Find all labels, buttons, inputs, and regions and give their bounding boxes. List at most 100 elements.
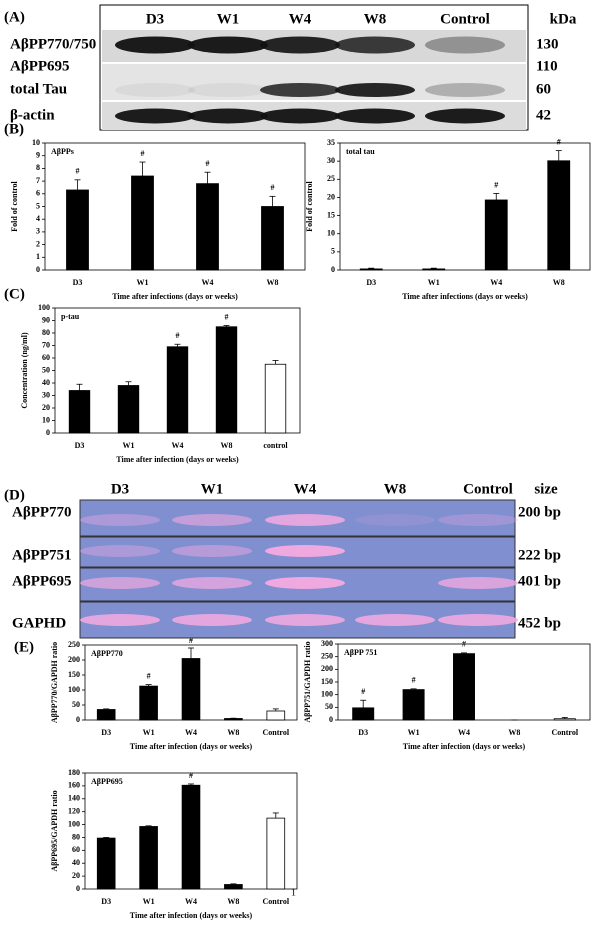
gel-band bbox=[172, 514, 252, 526]
gel-band bbox=[438, 514, 518, 526]
size-label: 452 bp bbox=[518, 615, 561, 631]
blot-band bbox=[260, 36, 340, 54]
lane-label: W8 bbox=[384, 481, 407, 497]
x-tick-label: W8 bbox=[227, 897, 239, 906]
x-tick-label: D3 bbox=[101, 897, 111, 906]
blot-band bbox=[115, 36, 195, 54]
bar bbox=[181, 784, 201, 890]
gel-band bbox=[265, 514, 345, 526]
panel-label: (C) bbox=[4, 286, 25, 302]
blot-band bbox=[115, 108, 195, 124]
size-label: 401 bp bbox=[518, 573, 561, 589]
y-tick-label: 180 bbox=[68, 768, 80, 777]
significance-mark: # bbox=[147, 671, 151, 680]
bar bbox=[266, 817, 286, 890]
row-label: AβPP770 bbox=[12, 504, 72, 520]
row-label: AβPP770/750 bbox=[10, 36, 96, 52]
y-tick-label: 0 bbox=[36, 265, 40, 274]
significance-mark: # bbox=[189, 636, 193, 645]
panel-label: (B) bbox=[4, 121, 24, 137]
size-header: size bbox=[534, 481, 558, 497]
lane-label: Control bbox=[440, 11, 490, 27]
y-tick-label: 5 bbox=[331, 247, 335, 256]
bar bbox=[166, 346, 189, 434]
y-tick-label: 40 bbox=[42, 378, 50, 387]
x-tick-label: W4 bbox=[202, 278, 214, 287]
x-tick-label: W4 bbox=[185, 897, 197, 906]
size-label: 110 bbox=[536, 58, 558, 74]
x-tick-label: W8 bbox=[227, 728, 239, 737]
y-tick-label: 40 bbox=[72, 858, 80, 867]
lane-label: W1 bbox=[201, 481, 224, 497]
size-header: kDa bbox=[550, 11, 577, 27]
bar bbox=[96, 709, 116, 721]
y-tick-label: 3 bbox=[36, 227, 40, 236]
row-label: total Tau bbox=[10, 81, 67, 97]
blot-band bbox=[425, 36, 505, 54]
y-tick-label: 15 bbox=[327, 210, 335, 219]
gel-band bbox=[80, 514, 160, 526]
lane-label: Control bbox=[463, 481, 513, 497]
x-axis-label: Time after infection (days or weeks) bbox=[116, 455, 239, 464]
x-tick-label: Control bbox=[552, 728, 579, 737]
y-tick-label: 10 bbox=[32, 138, 40, 147]
lane-label: W4 bbox=[294, 481, 317, 497]
gel-band bbox=[265, 577, 345, 589]
bar bbox=[224, 718, 243, 721]
y-tick-label: 4 bbox=[36, 214, 40, 223]
bar bbox=[181, 658, 201, 721]
x-tick-label: W4 bbox=[172, 441, 184, 450]
blot-band bbox=[115, 83, 195, 97]
blot-band bbox=[425, 83, 505, 97]
x-tick-label: W1 bbox=[143, 897, 155, 906]
x-axis-label: Time after infection (days or weeks) bbox=[130, 742, 253, 751]
y-tick-label: 140 bbox=[68, 794, 80, 803]
x-tick-label: W8 bbox=[508, 728, 520, 737]
bar bbox=[139, 685, 158, 721]
chart-title: AβPPs bbox=[51, 147, 74, 156]
significance-mark: # bbox=[206, 159, 210, 168]
gel-band bbox=[172, 577, 252, 589]
blot-band bbox=[335, 36, 415, 54]
significance-mark: # bbox=[361, 687, 365, 696]
y-tick-label: 30 bbox=[327, 156, 335, 165]
significance-mark: # bbox=[176, 331, 180, 340]
gel-band bbox=[355, 514, 435, 526]
bar bbox=[224, 884, 243, 890]
bar bbox=[422, 268, 446, 271]
y-tick-label: 200 bbox=[68, 655, 80, 664]
bar bbox=[264, 363, 287, 434]
y-tick-label: 300 bbox=[321, 639, 333, 648]
x-tick-label: W1 bbox=[428, 278, 440, 287]
bar bbox=[352, 707, 375, 721]
y-tick-label: 20 bbox=[72, 871, 80, 880]
y-tick-label: 80 bbox=[72, 832, 80, 841]
x-tick-label: W1 bbox=[137, 278, 149, 287]
y-tick-label: 2 bbox=[36, 239, 40, 248]
y-tick-label: 0 bbox=[76, 715, 80, 724]
y-tick-label: 30 bbox=[42, 390, 50, 399]
bar bbox=[139, 826, 158, 890]
y-tick-label: 150 bbox=[321, 677, 333, 686]
y-tick-label: 5 bbox=[36, 201, 40, 210]
y-axis-label: AβPP751/GAPDH ratio bbox=[303, 641, 312, 722]
bar bbox=[96, 837, 116, 890]
x-tick-label: control bbox=[263, 441, 288, 450]
blot-band bbox=[425, 108, 505, 124]
x-tick-label: Control bbox=[263, 728, 290, 737]
x-tick-label: W1 bbox=[143, 728, 155, 737]
bar bbox=[196, 183, 219, 271]
bar bbox=[453, 653, 475, 721]
y-tick-label: 200 bbox=[321, 664, 333, 673]
y-tick-label: 250 bbox=[321, 651, 333, 660]
blot-band bbox=[188, 83, 268, 97]
significance-mark: # bbox=[141, 149, 145, 158]
y-tick-label: 35 bbox=[327, 138, 335, 147]
x-tick-label: W4 bbox=[490, 278, 502, 287]
bar bbox=[66, 189, 89, 271]
size-label: 130 bbox=[536, 36, 559, 52]
x-tick-label: D3 bbox=[101, 728, 111, 737]
y-tick-label: 120 bbox=[68, 806, 80, 815]
bar bbox=[547, 160, 571, 271]
